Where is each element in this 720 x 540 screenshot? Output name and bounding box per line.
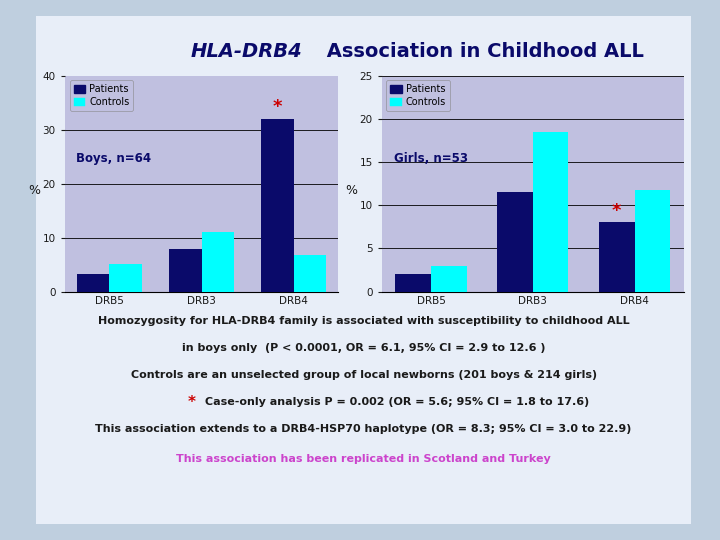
Bar	[498, 192, 533, 292]
Y-axis label: %: %	[345, 184, 357, 197]
Bar	[261, 119, 294, 292]
Text: This association extends to a DRB4-HSP70 haplotype (OR = 8.3; 95% CI = 3.0 to 22: This association extends to a DRB4-HSP70…	[96, 424, 631, 434]
Text: *: *	[273, 98, 282, 116]
Bar	[634, 190, 670, 292]
Text: *: *	[187, 395, 195, 410]
Text: HLA-DRB4: HLA-DRB4	[191, 42, 302, 61]
Bar	[202, 232, 234, 292]
Text: This association has been replicated in Scotland and Turkey: This association has been replicated in …	[176, 454, 551, 464]
Text: Case-only analysis P = 0.002 (OR = 5.6; 95% CI = 1.8 to 17.6): Case-only analysis P = 0.002 (OR = 5.6; …	[205, 397, 590, 407]
Bar	[533, 132, 568, 292]
Legend: Patients, Controls: Patients, Controls	[70, 80, 133, 111]
Legend: Patients, Controls: Patients, Controls	[387, 80, 450, 111]
Bar	[77, 274, 109, 292]
Text: *: *	[612, 202, 621, 220]
Bar	[431, 266, 467, 292]
Text: Girls, n=53: Girls, n=53	[394, 152, 468, 165]
Bar	[109, 264, 142, 292]
Y-axis label: %: %	[28, 184, 40, 197]
Text: Controls are an unselected group of local newborns (201 boys & 214 girls): Controls are an unselected group of loca…	[130, 370, 597, 380]
Bar	[395, 274, 431, 292]
Bar	[599, 222, 634, 292]
Text: Homozygosity for HLA-DRB4 family is associated with susceptibility to childhood : Homozygosity for HLA-DRB4 family is asso…	[98, 316, 629, 326]
Text: in boys only  (P < 0.0001, OR = 6.1, 95% CI = 2.9 to 12.6 ): in boys only (P < 0.0001, OR = 6.1, 95% …	[182, 343, 545, 353]
Bar	[169, 249, 202, 292]
Bar	[294, 255, 326, 292]
Text: Boys, n=64: Boys, n=64	[76, 152, 151, 165]
Text: Association in Childhood ALL: Association in Childhood ALL	[320, 42, 644, 61]
